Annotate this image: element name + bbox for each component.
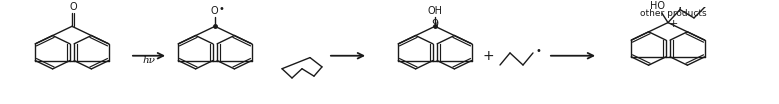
Text: OH: OH <box>428 6 442 16</box>
Text: 9: 9 <box>432 19 439 29</box>
Text: +: + <box>668 19 678 29</box>
Text: O: O <box>210 6 218 16</box>
Text: hν: hν <box>143 56 156 65</box>
Text: other products: other products <box>640 9 707 18</box>
Text: HO: HO <box>650 1 665 11</box>
Text: •: • <box>218 4 224 14</box>
Text: +: + <box>482 49 494 63</box>
Text: O: O <box>69 2 77 12</box>
Text: •: • <box>536 46 542 56</box>
